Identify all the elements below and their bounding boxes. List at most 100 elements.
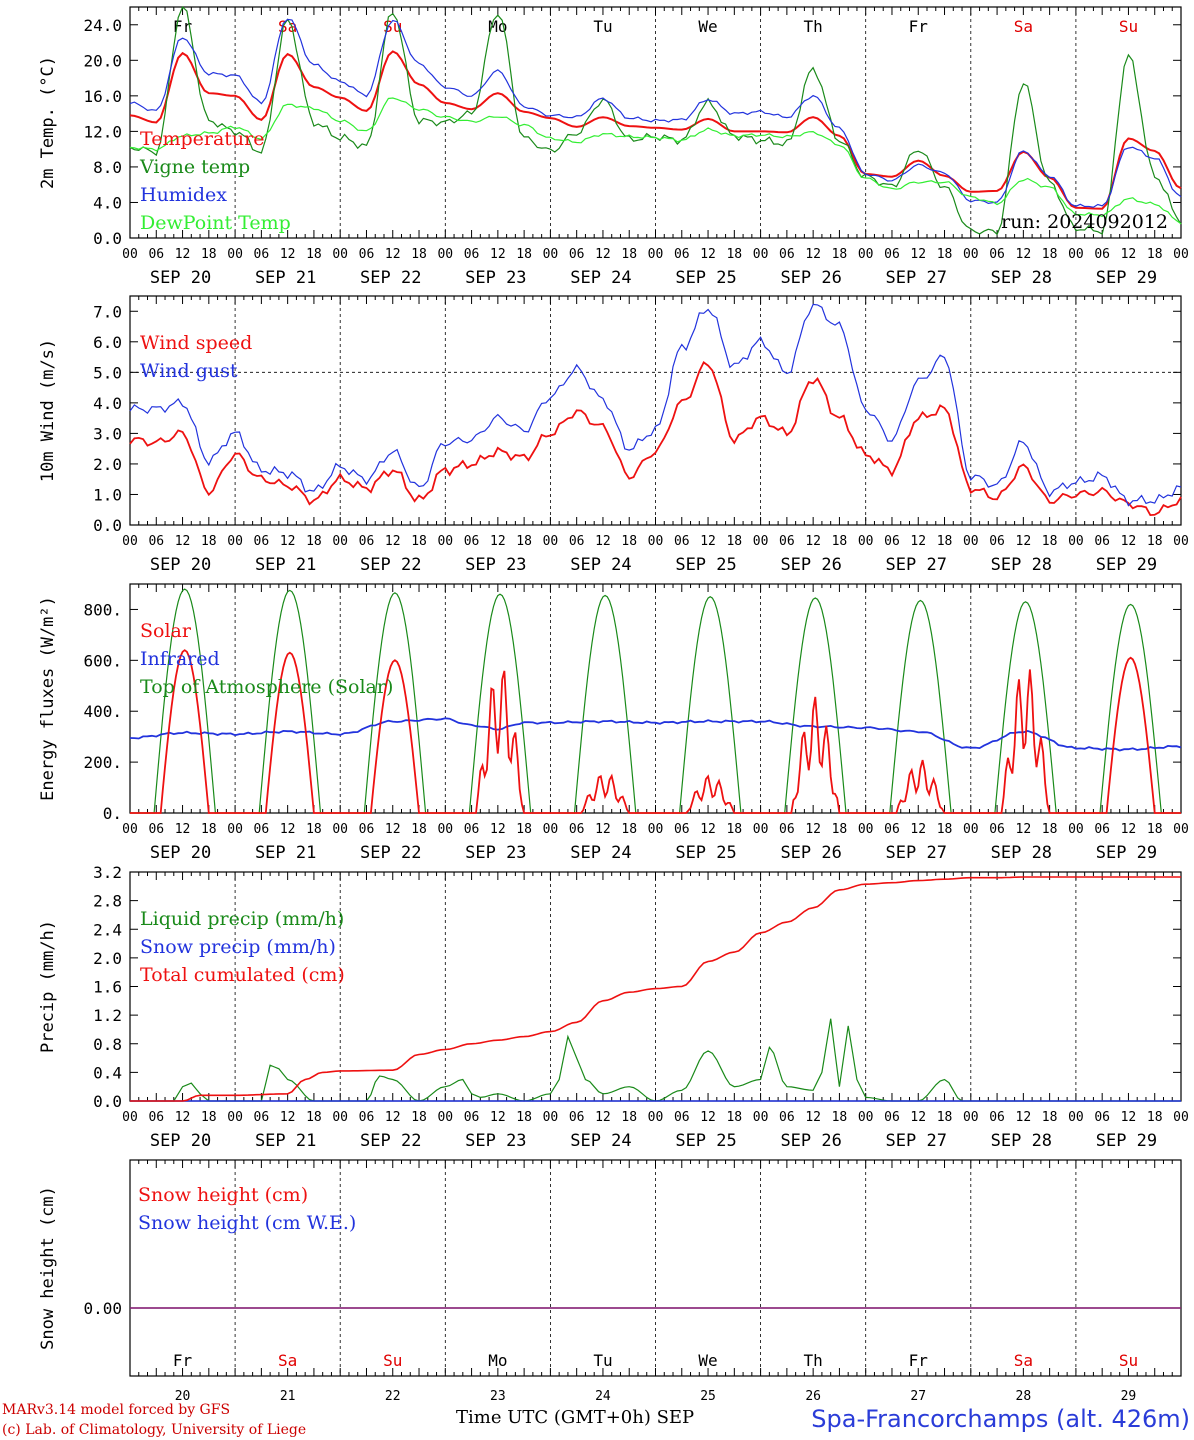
legend-infrared: Infrared xyxy=(140,648,220,670)
hour-tick-label: 06 xyxy=(569,1110,585,1125)
hour-tick-label: 18 xyxy=(726,1110,742,1125)
hour-tick-label: 00 xyxy=(332,1110,348,1125)
date-label: SEP 29 xyxy=(1096,555,1157,575)
hour-tick-label: 00 xyxy=(437,534,453,549)
hour-tick-label: 00 xyxy=(1068,247,1084,262)
hour-tick-label: 06 xyxy=(884,247,900,262)
hour-tick-label: 00 xyxy=(858,534,874,549)
y-tick-label: 2.8 xyxy=(93,892,122,911)
hour-tick-label: 18 xyxy=(621,1110,637,1125)
hour-tick-label: 18 xyxy=(621,822,637,837)
hour-tick-label: 06 xyxy=(569,822,585,837)
hour-tick-label: 18 xyxy=(411,822,427,837)
date-label: SEP 26 xyxy=(780,1131,841,1151)
hour-tick-label: 12 xyxy=(595,1110,611,1125)
hour-tick-label: 12 xyxy=(280,822,296,837)
date-label: SEP 28 xyxy=(991,268,1052,288)
y-tick-label: 2.0 xyxy=(93,949,122,968)
y-tick-label: 24.0 xyxy=(83,16,122,35)
y-tick-label: 600. xyxy=(83,651,122,670)
day-number-label: 25 xyxy=(700,1389,716,1404)
hour-tick-label: 06 xyxy=(1094,822,1110,837)
hour-tick-label: 18 xyxy=(1042,247,1058,262)
hour-tick-label: 18 xyxy=(516,822,532,837)
hour-tick-label: 06 xyxy=(779,247,795,262)
hour-tick-label: 12 xyxy=(700,534,716,549)
hour-tick-label: 00 xyxy=(437,247,453,262)
hour-tick-label: 12 xyxy=(910,1110,926,1125)
hour-tick-label: 06 xyxy=(884,534,900,549)
y-tick-label: 0.0 xyxy=(93,1092,122,1111)
hour-tick-label: 06 xyxy=(884,822,900,837)
date-label: SEP 26 xyxy=(780,555,841,575)
y-tick-label: 0.00 xyxy=(83,1299,122,1318)
hour-tick-label: 12 xyxy=(1121,534,1137,549)
hour-tick-label: 00 xyxy=(963,1110,979,1125)
hour-tick-label: 12 xyxy=(280,534,296,549)
hour-tick-label: 00 xyxy=(227,822,243,837)
hour-tick-label: 06 xyxy=(674,822,690,837)
hour-tick-label: 18 xyxy=(201,534,217,549)
hour-tick-label: 18 xyxy=(516,247,532,262)
hour-tick-label: 06 xyxy=(989,247,1005,262)
weekday-label: Mo xyxy=(488,1351,507,1370)
hour-tick-label: 06 xyxy=(1094,247,1110,262)
date-label: SEP 22 xyxy=(360,843,421,863)
hour-tick-label: 18 xyxy=(201,1110,217,1125)
day-number-label: 26 xyxy=(805,1389,821,1404)
hour-tick-label: 18 xyxy=(726,534,742,549)
series-temperature xyxy=(129,50,1182,210)
hour-tick-label: 06 xyxy=(359,1110,375,1125)
y-axis-label: Precip (mm/h) xyxy=(38,920,58,1053)
weekday-label: Su xyxy=(1119,17,1138,36)
hour-tick-label: 12 xyxy=(700,1110,716,1125)
hour-tick-label: 18 xyxy=(411,1110,427,1125)
series-dewpoint-temp xyxy=(129,97,1182,225)
y-tick-label: 0. xyxy=(103,804,122,823)
weekday-label: Sa xyxy=(278,1351,297,1370)
hour-tick-label: 18 xyxy=(832,534,848,549)
hour-tick-label: 12 xyxy=(595,822,611,837)
day-number-label: 23 xyxy=(490,1389,506,1404)
hour-tick-label: 06 xyxy=(989,1110,1005,1125)
hour-tick-label: 06 xyxy=(464,822,480,837)
hour-tick-label: 12 xyxy=(490,534,506,549)
y-tick-label: 4.0 xyxy=(93,394,122,413)
hour-tick-label: 06 xyxy=(359,247,375,262)
hour-tick-label: 06 xyxy=(148,534,164,549)
hour-tick-label: 12 xyxy=(1121,247,1137,262)
hour-tick-label: 18 xyxy=(1042,822,1058,837)
hour-tick-label: 00 xyxy=(122,247,138,262)
panel-precip: 0.0 0.4 0.8 1.2 1.6 2.0 2.4 2.8 3.2 Precip (mm/h)… xyxy=(38,863,1189,1151)
date-label: SEP 22 xyxy=(360,1131,421,1151)
hour-tick-label: 12 xyxy=(700,247,716,262)
date-label: SEP 29 xyxy=(1096,1131,1157,1151)
date-label: SEP 29 xyxy=(1096,843,1157,863)
hour-tick-label: 06 xyxy=(674,1110,690,1125)
chart-panels: 0.0 4.0 8.0 12.0 16.0 20.0 24.0 2m Temp. (°C) 00… xyxy=(38,5,1189,1404)
hour-tick-label: 18 xyxy=(937,822,953,837)
weekday-label: Sa xyxy=(1014,1351,1033,1370)
hour-tick-label: 12 xyxy=(805,534,821,549)
legend-snow-height-cm-w-e-: Snow height (cm W.E.) xyxy=(138,1212,356,1234)
hour-tick-label: 12 xyxy=(1016,534,1032,549)
hour-tick-label: 12 xyxy=(910,534,926,549)
y-tick-label: 7.0 xyxy=(93,302,122,321)
hour-tick-label: 00 xyxy=(1068,822,1084,837)
series-wind-gust xyxy=(129,303,1182,507)
hour-tick-label: 00 xyxy=(227,534,243,549)
hour-tick-label: 00 xyxy=(648,534,664,549)
hour-tick-label: 06 xyxy=(989,822,1005,837)
hour-tick-label: 00 xyxy=(648,822,664,837)
series-wind-speed xyxy=(129,361,1182,517)
hour-tick-label: 00 xyxy=(1068,1110,1084,1125)
date-label: SEP 25 xyxy=(675,1131,736,1151)
hour-tick-label: 12 xyxy=(385,247,401,262)
y-tick-label: 5.0 xyxy=(93,363,122,382)
y-tick-label: 800. xyxy=(83,600,122,619)
hour-tick-label: 00 xyxy=(543,534,559,549)
hour-tick-label: 06 xyxy=(674,247,690,262)
hour-tick-label: 12 xyxy=(175,534,191,549)
hour-tick-label: 00 xyxy=(753,247,769,262)
hour-tick-label: 12 xyxy=(805,247,821,262)
